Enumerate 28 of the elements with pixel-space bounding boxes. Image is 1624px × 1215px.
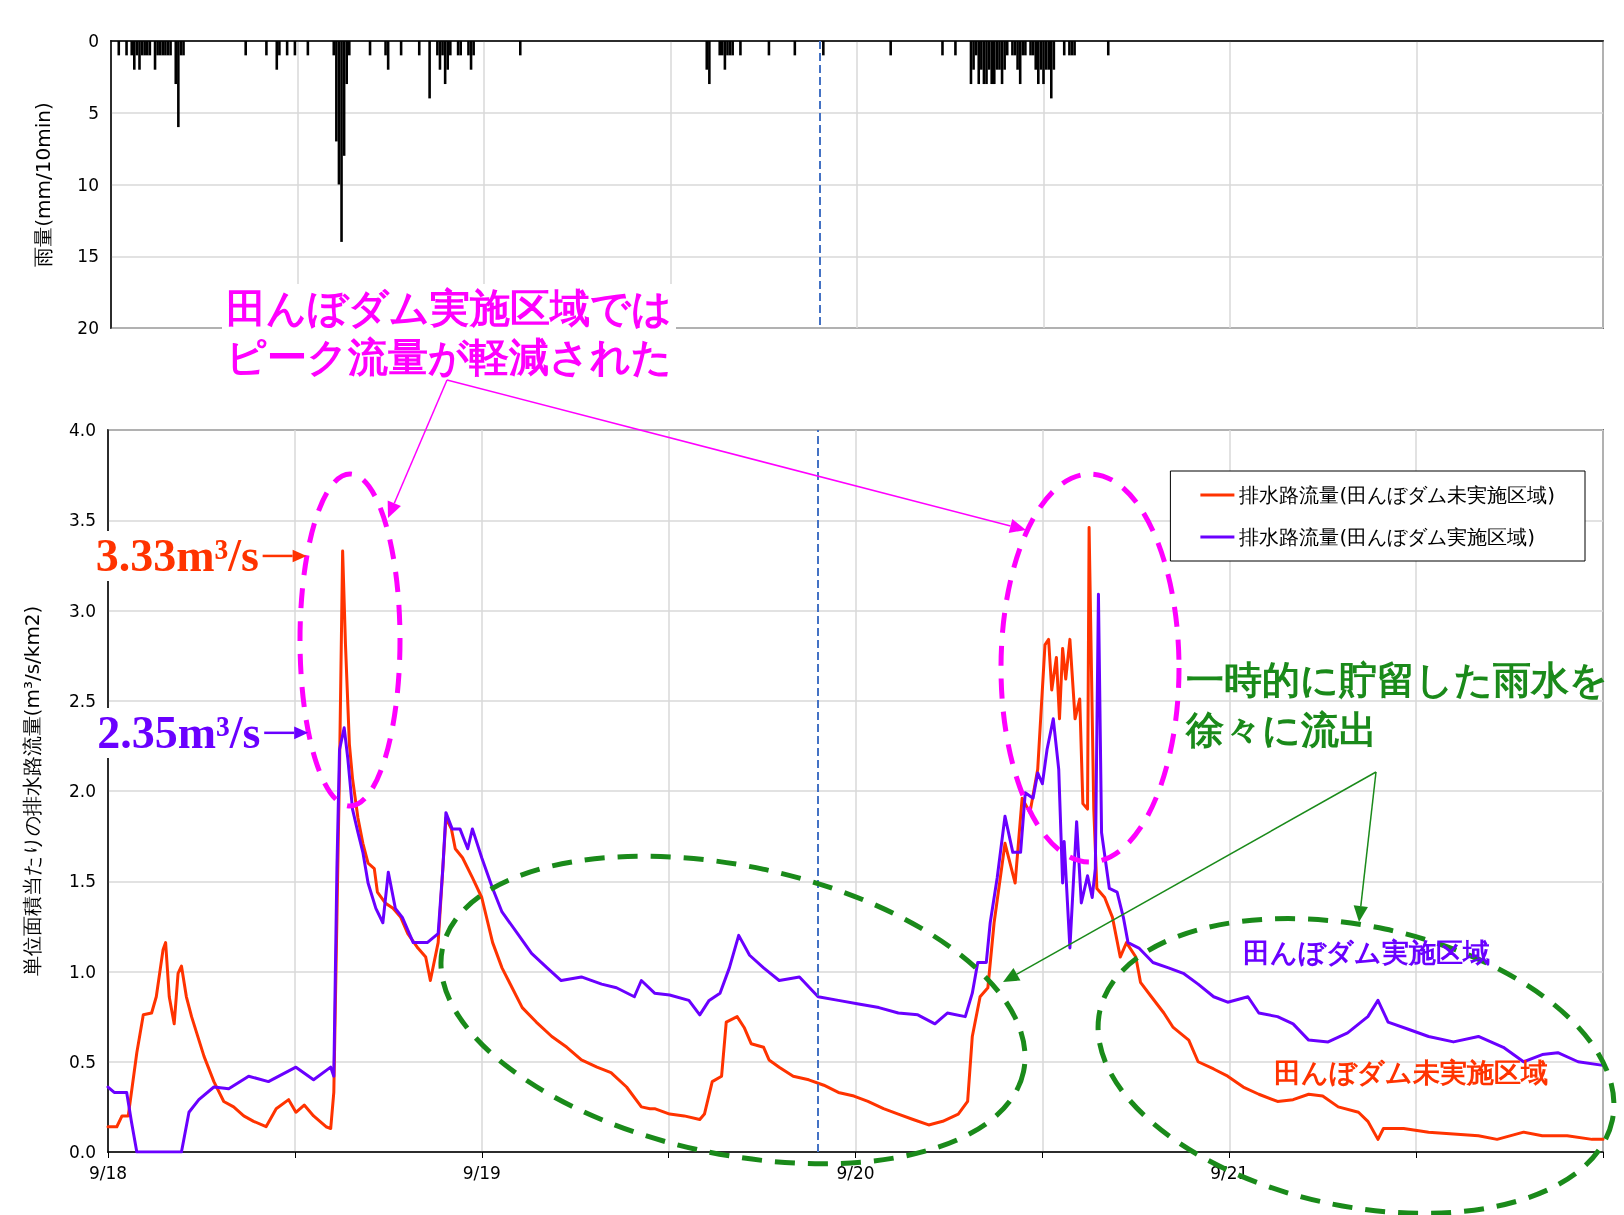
annotation: 徐々に流出 xyxy=(1186,707,1377,754)
x-tick-label: 9/20 xyxy=(836,1162,875,1183)
y-tick-label: 0.0 xyxy=(68,1142,96,1162)
annotation: 一時的に貯留した雨水を xyxy=(1186,657,1608,704)
y-tick-label: 4.0 xyxy=(68,420,96,440)
y-tick-label: 20 xyxy=(77,318,99,338)
annotation: 3.33m³/s xyxy=(95,529,259,581)
y-tick-label: 2.5 xyxy=(68,690,96,711)
y-tick-label: 0.5 xyxy=(68,1051,96,1072)
legend-label: 排水路流量(田んぼダム未実施区域) xyxy=(1239,483,1555,507)
x-tick-label: 9/18 xyxy=(88,1162,128,1183)
y-tick-label: 3.0 xyxy=(68,600,96,621)
annotation: 田んぼダム未実施区域 xyxy=(1274,1056,1548,1090)
annotation: 田んぼダム実施区域では xyxy=(222,284,676,333)
y-axis-title: 雨量(mm/10min) xyxy=(31,102,55,267)
annotation: 2.35m³/s xyxy=(97,706,261,758)
y-tick-label: 15 xyxy=(77,246,99,267)
y-tick-label: 2.0 xyxy=(68,781,96,801)
x-tick-label: 9/19 xyxy=(462,1162,501,1183)
y-tick-label: 5 xyxy=(88,102,99,123)
y-tick-label: 10 xyxy=(77,174,99,195)
y-tick-label: 0 xyxy=(88,31,99,51)
y-tick-label: 1.0 xyxy=(68,961,96,982)
y-tick-label: 3.5 xyxy=(68,510,96,531)
y-axis-title: 単位面積当たりの排水路流量(m³/s/km2) xyxy=(20,605,44,977)
y-tick-label: 1.5 xyxy=(68,871,96,892)
text: ピーク流量が軽減された xyxy=(225,333,673,382)
legend-label: 排水路流量(田んぼダム実施区域) xyxy=(1239,525,1535,549)
